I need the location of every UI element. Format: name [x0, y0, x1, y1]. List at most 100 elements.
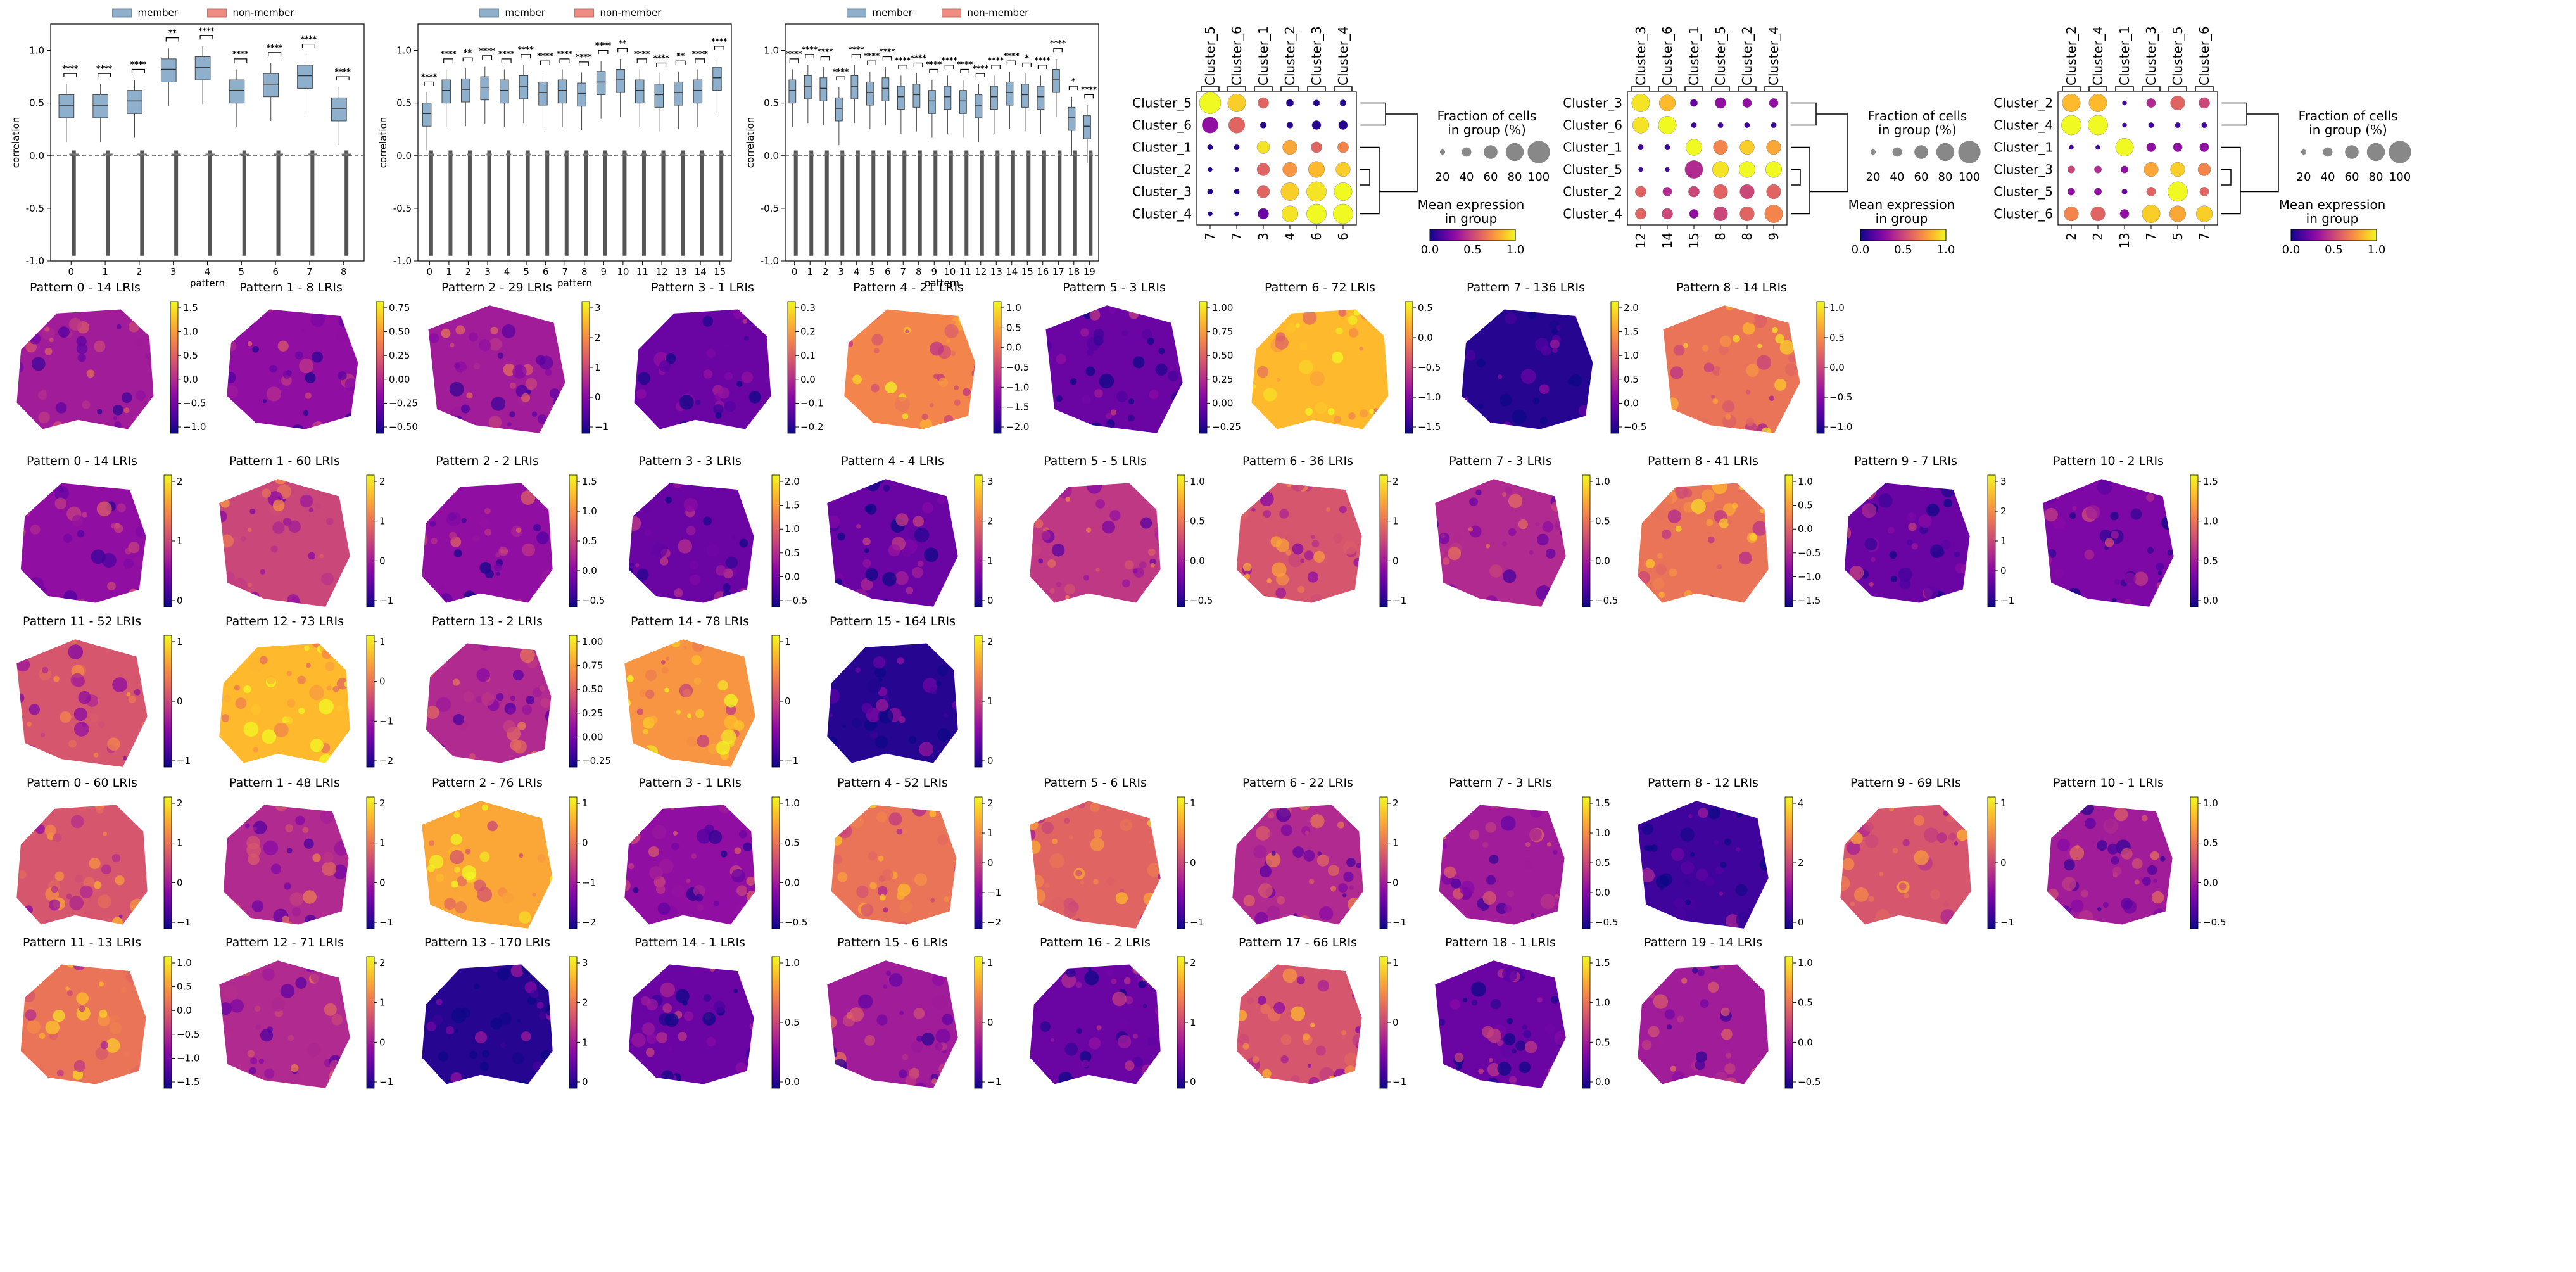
- colorbar-tick-label: 0.5: [582, 535, 597, 547]
- dot: [2122, 122, 2127, 128]
- colorbar: [1610, 301, 1619, 434]
- colorbar-tick-label: −1: [582, 877, 596, 888]
- column-label: Cluster_1: [1686, 26, 1702, 86]
- sig-label: ****: [926, 60, 942, 68]
- sig-label: ****: [802, 45, 818, 54]
- size-legend-dot: [2301, 149, 2306, 155]
- colorbar: [569, 474, 578, 607]
- legend: member non-member: [847, 7, 1029, 18]
- xtick-label: 11: [636, 266, 648, 277]
- dotplot-B: Cluster_3 Cluster_6 Cluster_1 Cluster_5 Clus…: [1563, 26, 1981, 257]
- dot: [2170, 95, 2185, 111]
- size-legend-dot: [1484, 145, 1498, 159]
- sig-bracket: [820, 56, 830, 61]
- colorbar: [1582, 956, 1591, 1089]
- panel-title: Pattern 9 - 69 LRIs: [1850, 776, 1961, 790]
- non-member-box: [544, 153, 550, 156]
- xtick-label: 0: [792, 266, 798, 277]
- dot: [1685, 139, 1703, 156]
- sig-label: ****: [498, 49, 515, 58]
- colorbar-tick-label: 0.0: [2203, 595, 2218, 606]
- color-legend-title: in group: [1876, 211, 1928, 226]
- sig-label: ****: [96, 64, 113, 73]
- sig-bracket: [695, 58, 705, 63]
- tissue-map: [428, 305, 565, 433]
- non-member-box: [824, 153, 830, 156]
- dot: [1227, 94, 1246, 112]
- member-box: [959, 90, 967, 114]
- dot: [1689, 209, 1699, 219]
- colorbar-tick-label: 0: [1190, 857, 1196, 868]
- colorbar-tick-label: 1.0: [2203, 798, 2218, 809]
- panel-title: Pattern 3 - 1 LRIs: [638, 776, 742, 790]
- dot: [2067, 188, 2076, 196]
- dot: [1258, 208, 1269, 220]
- sig-bracket: [63, 73, 77, 78]
- panel-title: Pattern 19 - 14 LRIs: [1644, 936, 1762, 950]
- size-legend-label: 80: [2369, 170, 2383, 184]
- xtick-label: 2: [2064, 232, 2079, 241]
- legend-member-swatch: [847, 8, 866, 18]
- legend: member non-member: [112, 7, 294, 18]
- heatmap-row1: Pattern 0 - 14 LRIs1.51.00.50.0−0.5−1.0P…: [16, 281, 1852, 434]
- dot: [1234, 211, 1239, 217]
- xtick-label: 1: [446, 266, 452, 277]
- colorbar: [1987, 796, 1996, 929]
- dot: [2093, 188, 2102, 196]
- spatial-map-panel: Pattern 14 - 1 LRIs 1.0 0.5 0.0: [628, 936, 800, 1089]
- colorbar-tick-label: −1.0: [1006, 381, 1029, 393]
- colorbar-tick-label: 1.0: [183, 326, 198, 338]
- panel-title: Pattern 14 - 1 LRIs: [635, 936, 745, 950]
- dot: [1712, 161, 1729, 178]
- ytick-label: -0.5: [26, 203, 44, 214]
- xtick-label: 7: [900, 266, 906, 277]
- xtick-label: 14: [1006, 266, 1018, 277]
- colorbar: [366, 956, 375, 1089]
- dot: [1280, 182, 1299, 201]
- colorbar-tick-label: 0.00: [389, 374, 410, 385]
- colorbar-tick-label: 0: [379, 877, 386, 888]
- dendrogram: [1791, 102, 1848, 215]
- colorbar-tick-label: −1: [379, 715, 393, 727]
- panel-title: Pattern 7 - 3 LRIs: [1449, 454, 1552, 468]
- dot: [1313, 99, 1320, 106]
- colorbar-tick-label: −2: [582, 917, 596, 928]
- dot: [1662, 208, 1673, 220]
- sig-label: ****: [1004, 51, 1020, 60]
- colorbar-tick-label: −1.5: [1006, 402, 1029, 413]
- dot: [2120, 165, 2129, 174]
- size-legend-label: 40: [1460, 170, 1474, 184]
- colorbar: [163, 956, 172, 1089]
- color-legend-tick: 0.0: [1421, 243, 1439, 257]
- ytick-label: 0.5: [29, 98, 44, 109]
- colorbar-tick-label: 1: [595, 362, 601, 373]
- colorbar-tick-label: 0.0: [1595, 1076, 1610, 1088]
- legend-member-label: member: [505, 7, 546, 18]
- colorbar-tick-label: 2: [379, 957, 386, 969]
- sig-label: ****: [848, 45, 864, 54]
- size-legend-dot: [2323, 147, 2333, 157]
- column-bracket: [2168, 86, 2187, 91]
- ytick-label: -1.0: [761, 255, 779, 267]
- colorbar: [366, 796, 375, 929]
- spatial-map-panel: Pattern 2 - 76 LRIs 1 0 −1 −2: [422, 776, 596, 929]
- spatial-map-panel: Pattern 8 - 12 LRIs 4 2 0: [1638, 776, 1804, 929]
- xtick-label: 3: [170, 266, 177, 277]
- panel-title: Pattern 4 - 52 LRIs: [837, 776, 948, 790]
- member-box: [881, 77, 890, 101]
- panel-title: Pattern 18 - 1 LRIs: [1445, 936, 1556, 950]
- dendrogram: [2221, 102, 2279, 215]
- sig-bracket: [675, 60, 686, 65]
- size-legend-title: in group (%): [1448, 122, 1526, 137]
- member-box: [693, 79, 703, 104]
- colorbar: [1582, 796, 1591, 929]
- size-legend-title: Fraction of cells: [1868, 108, 1967, 124]
- colorbar-tick-label: 0.50: [389, 326, 410, 338]
- column-bracket: [1280, 86, 1299, 91]
- member-box: [788, 79, 797, 104]
- panel-title: Pattern 6 - 72 LRIs: [1265, 281, 1375, 295]
- member-box: [519, 75, 529, 99]
- panel-title: Pattern 15 - 164 LRIs: [830, 614, 956, 628]
- column-bracket: [1764, 86, 1783, 91]
